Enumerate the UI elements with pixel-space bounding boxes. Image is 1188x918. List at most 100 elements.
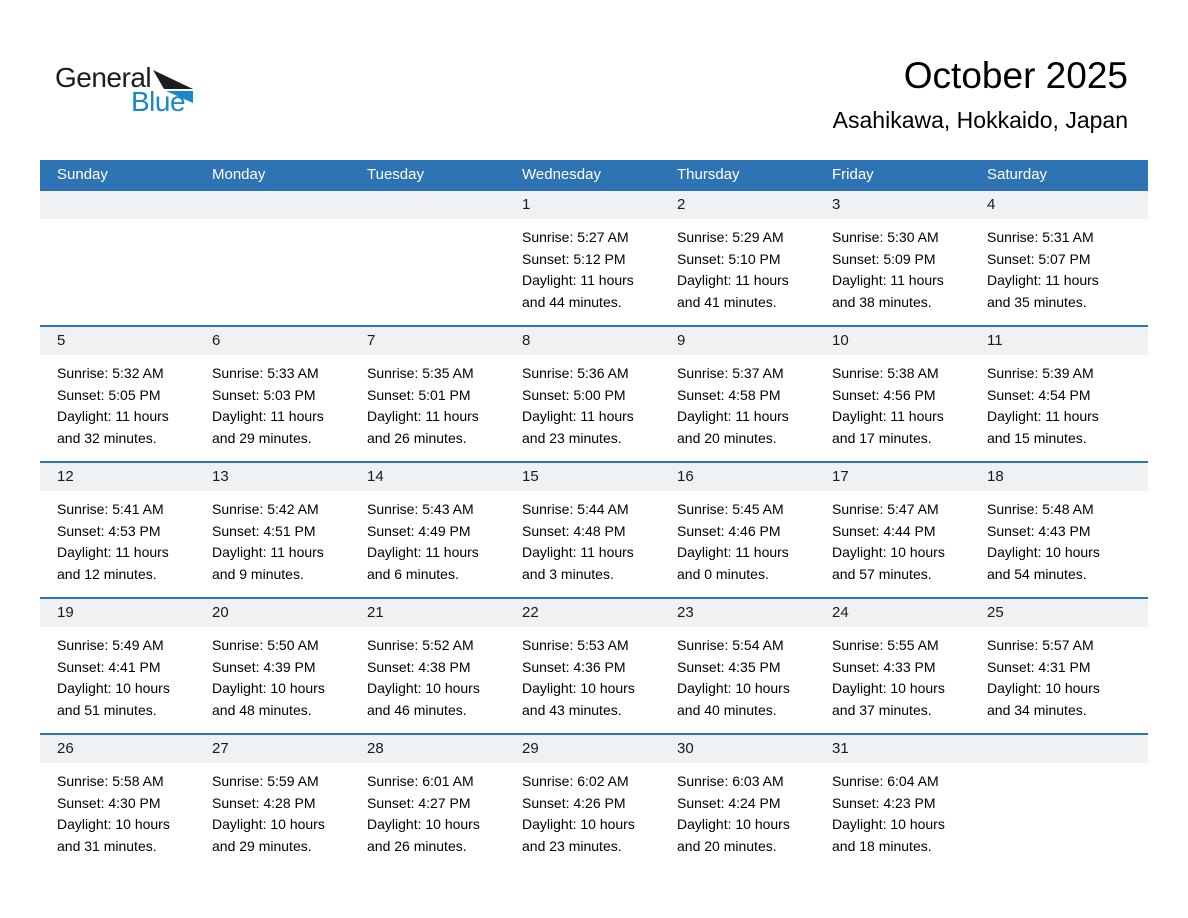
day-info: Sunrise: 6:04 AM Sunset: 4:23 PM Daylight:… <box>815 763 964 857</box>
empty-day-cell <box>970 735 1148 869</box>
day-sunset-text: Sunset: 5:03 PM <box>212 386 316 403</box>
day-sunset-text: Sunset: 5:01 PM <box>367 386 471 403</box>
day-daylight-text: Daylight: 11 hours and 26 minutes. <box>367 408 479 446</box>
day-number: 30 <box>660 735 815 763</box>
day-cell-24: 24 Sunrise: 5:55 AM Sunset: 4:33 PM Dayligh… <box>815 599 970 733</box>
day-sunset-text: Sunset: 4:38 PM <box>367 658 471 675</box>
day-sunrise-text: Sunrise: 5:52 AM <box>367 637 474 653</box>
day-cell-2: 2 Sunrise: 5:29 AM Sunset: 5:10 PM Daylight… <box>660 191 815 325</box>
day-info: Sunrise: 5:36 AM Sunset: 5:00 PM Daylight:… <box>505 355 654 449</box>
day-sunset-text: Sunset: 4:26 PM <box>522 794 626 811</box>
day-info: Sunrise: 5:54 AM Sunset: 4:35 PM Daylight:… <box>660 627 809 721</box>
day-info: Sunrise: 5:31 AM Sunset: 5:07 PM Daylight:… <box>970 219 1119 313</box>
day-cell-28: 28 Sunrise: 6:01 AM Sunset: 4:27 PM Dayligh… <box>350 735 505 869</box>
day-info: Sunrise: 5:42 AM Sunset: 4:51 PM Daylight:… <box>195 491 344 585</box>
day-info: Sunrise: 6:03 AM Sunset: 4:24 PM Daylight:… <box>660 763 809 857</box>
day-sunset-text: Sunset: 4:46 PM <box>677 522 781 539</box>
day-sunrise-text: Sunrise: 5:31 AM <box>987 229 1094 245</box>
day-cell-3: 3 Sunrise: 5:30 AM Sunset: 5:09 PM Daylight… <box>815 191 970 325</box>
day-sunrise-text: Sunrise: 5:38 AM <box>832 365 939 381</box>
day-sunrise-text: Sunrise: 6:03 AM <box>677 773 784 789</box>
day-info: Sunrise: 5:30 AM Sunset: 5:09 PM Daylight:… <box>815 219 964 313</box>
day-daylight-text: Daylight: 10 hours and 29 minutes. <box>212 816 325 854</box>
day-number: 31 <box>815 735 970 763</box>
day-sunset-text: Sunset: 4:49 PM <box>367 522 471 539</box>
day-daylight-text: Daylight: 10 hours and 46 minutes. <box>367 680 480 718</box>
day-number: 13 <box>195 463 350 491</box>
day-daylight-text: Daylight: 11 hours and 3 minutes. <box>522 544 634 582</box>
day-sunrise-text: Sunrise: 5:39 AM <box>987 365 1094 381</box>
day-number: 12 <box>40 463 195 491</box>
day-info: Sunrise: 5:45 AM Sunset: 4:46 PM Daylight:… <box>660 491 809 585</box>
day-number: 1 <box>505 191 660 219</box>
day-sunrise-text: Sunrise: 5:48 AM <box>987 501 1094 517</box>
day-cell-5: 5 Sunrise: 5:32 AM Sunset: 5:05 PM Daylight… <box>40 327 195 461</box>
day-info: Sunrise: 5:38 AM Sunset: 4:56 PM Daylight:… <box>815 355 964 449</box>
day-number: 28 <box>350 735 505 763</box>
day-daylight-text: Daylight: 10 hours and 23 minutes. <box>522 816 635 854</box>
day-sunrise-text: Sunrise: 5:37 AM <box>677 365 784 381</box>
day-number: 14 <box>350 463 505 491</box>
day-daylight-text: Daylight: 11 hours and 12 minutes. <box>57 544 169 582</box>
weekday-thursday: Thursday <box>677 166 740 183</box>
day-cell-11: 11 Sunrise: 5:39 AM Sunset: 4:54 PM Dayligh… <box>970 327 1148 461</box>
day-cell-21: 21 Sunrise: 5:52 AM Sunset: 4:38 PM Dayligh… <box>350 599 505 733</box>
day-daylight-text: Daylight: 10 hours and 40 minutes. <box>677 680 790 718</box>
day-daylight-text: Daylight: 11 hours and 41 minutes. <box>677 272 789 310</box>
day-sunrise-text: Sunrise: 5:49 AM <box>57 637 164 653</box>
day-daylight-text: Daylight: 10 hours and 57 minutes. <box>832 544 945 582</box>
week-row-2: 5 Sunrise: 5:32 AM Sunset: 5:05 PM Daylight… <box>40 325 1148 461</box>
week-row-3: 12 Sunrise: 5:41 AM Sunset: 4:53 PM Dayligh… <box>40 461 1148 597</box>
day-daylight-text: Daylight: 10 hours and 20 minutes. <box>677 816 790 854</box>
day-cell-15: 15 Sunrise: 5:44 AM Sunset: 4:48 PM Dayligh… <box>505 463 660 597</box>
day-info: Sunrise: 5:43 AM Sunset: 4:49 PM Daylight:… <box>350 491 499 585</box>
day-number: 27 <box>195 735 350 763</box>
day-cell-19: 19 Sunrise: 5:49 AM Sunset: 4:41 PM Dayligh… <box>40 599 195 733</box>
day-sunset-text: Sunset: 4:27 PM <box>367 794 471 811</box>
day-sunset-text: Sunset: 4:33 PM <box>832 658 936 675</box>
day-sunset-text: Sunset: 5:12 PM <box>522 250 626 267</box>
day-sunset-text: Sunset: 4:51 PM <box>212 522 316 539</box>
day-cell-1: 1 Sunrise: 5:27 AM Sunset: 5:12 PM Daylight… <box>505 191 660 325</box>
day-sunrise-text: Sunrise: 5:59 AM <box>212 773 319 789</box>
day-number: 22 <box>505 599 660 627</box>
day-cell-6: 6 Sunrise: 5:33 AM Sunset: 5:03 PM Daylight… <box>195 327 350 461</box>
day-number: 20 <box>195 599 350 627</box>
day-daylight-text: Daylight: 10 hours and 31 minutes. <box>57 816 170 854</box>
day-daylight-text: Daylight: 11 hours and 44 minutes. <box>522 272 634 310</box>
day-sunrise-text: Sunrise: 5:36 AM <box>522 365 629 381</box>
day-info: Sunrise: 5:58 AM Sunset: 4:30 PM Daylight:… <box>40 763 189 857</box>
day-sunrise-text: Sunrise: 5:43 AM <box>367 501 474 517</box>
day-cell-14: 14 Sunrise: 5:43 AM Sunset: 4:49 PM Dayligh… <box>350 463 505 597</box>
day-sunset-text: Sunset: 4:36 PM <box>522 658 626 675</box>
weekday-wednesday: Wednesday <box>522 166 601 183</box>
week-row-4: 19 Sunrise: 5:49 AM Sunset: 4:41 PM Dayligh… <box>40 597 1148 733</box>
day-sunset-text: Sunset: 4:23 PM <box>832 794 936 811</box>
day-number: 16 <box>660 463 815 491</box>
day-daylight-text: Daylight: 11 hours and 15 minutes. <box>987 408 1099 446</box>
day-daylight-text: Daylight: 11 hours and 20 minutes. <box>677 408 789 446</box>
day-number: 26 <box>40 735 195 763</box>
day-number: 10 <box>815 327 970 355</box>
day-number: 9 <box>660 327 815 355</box>
day-number: 29 <box>505 735 660 763</box>
empty-number-band <box>40 191 195 219</box>
day-sunrise-text: Sunrise: 5:27 AM <box>522 229 629 245</box>
day-sunrise-text: Sunrise: 5:33 AM <box>212 365 319 381</box>
weekday-friday: Friday <box>832 166 874 183</box>
day-info: Sunrise: 5:33 AM Sunset: 5:03 PM Daylight:… <box>195 355 344 449</box>
day-info: Sunrise: 5:50 AM Sunset: 4:39 PM Daylight:… <box>195 627 344 721</box>
day-sunrise-text: Sunrise: 6:01 AM <box>367 773 474 789</box>
title-block: October 2025 Asahikawa, Hokkaido, Japan <box>833 55 1128 134</box>
day-cell-29: 29 Sunrise: 6:02 AM Sunset: 4:26 PM Dayligh… <box>505 735 660 869</box>
day-info: Sunrise: 5:29 AM Sunset: 5:10 PM Daylight:… <box>660 219 809 313</box>
location-subtitle: Asahikawa, Hokkaido, Japan <box>832 106 1128 133</box>
day-cell-31: 31 Sunrise: 6:04 AM Sunset: 4:23 PM Dayligh… <box>815 735 970 869</box>
day-sunrise-text: Sunrise: 5:55 AM <box>832 637 939 653</box>
day-cell-13: 13 Sunrise: 5:42 AM Sunset: 4:51 PM Dayligh… <box>195 463 350 597</box>
day-cell-10: 10 Sunrise: 5:38 AM Sunset: 4:56 PM Dayligh… <box>815 327 970 461</box>
day-sunset-text: Sunset: 5:05 PM <box>57 386 161 403</box>
empty-number-band <box>970 735 1148 763</box>
empty-day-cell <box>350 191 505 325</box>
